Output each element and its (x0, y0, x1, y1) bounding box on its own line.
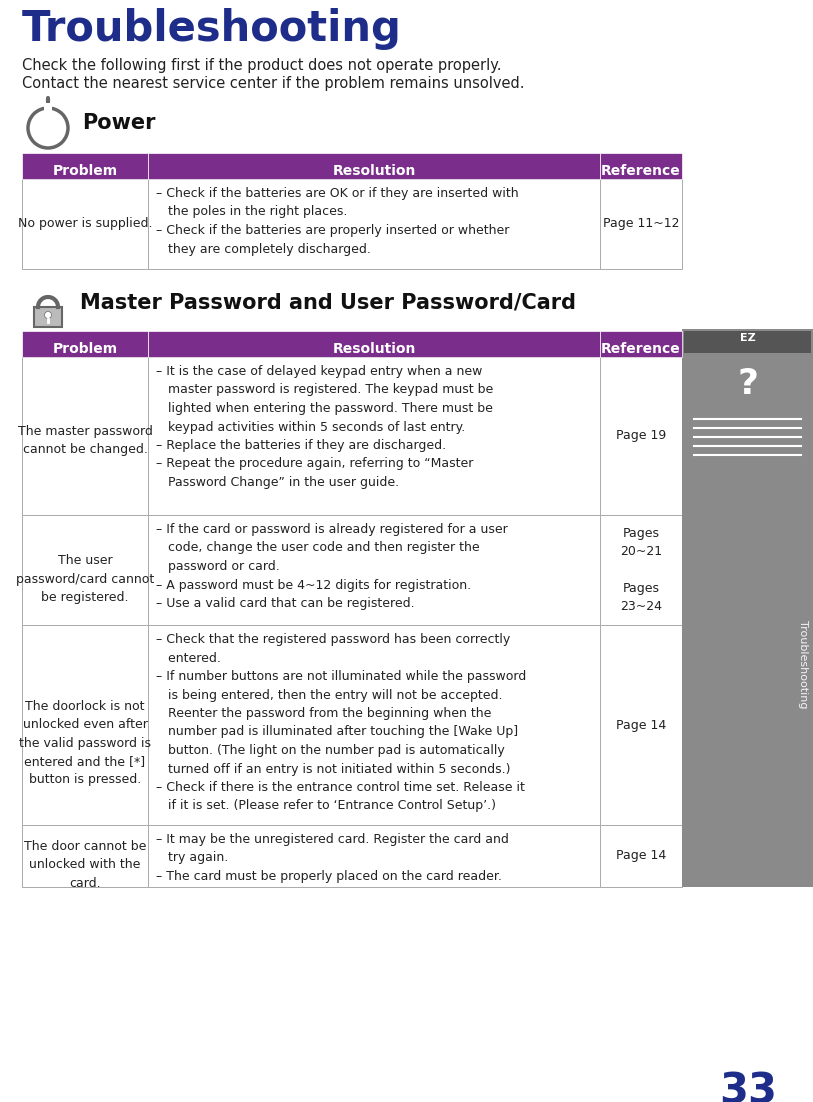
Bar (600, 357, 682, 515)
Bar (148, 825, 600, 887)
Text: The door cannot be
unlocked with the
card.: The door cannot be unlocked with the car… (24, 840, 146, 890)
Text: Page 14: Page 14 (616, 719, 666, 732)
Bar (684, 331, 811, 353)
Bar (600, 515, 682, 625)
Bar (44, 102, 52, 114)
Text: Reference: Reference (601, 164, 680, 179)
Text: The doorlock is not
unlocked even after
the valid password is
entered and the [*: The doorlock is not unlocked even after … (19, 700, 151, 787)
Text: Problem: Problem (52, 164, 118, 179)
Bar (22, 331, 148, 357)
Text: – It may be the unregistered card. Register the card and
   try again.
– The car: – It may be the unregistered card. Regis… (156, 833, 509, 883)
Bar (148, 179, 600, 269)
Text: ?: ? (737, 367, 758, 401)
Text: Pages
20~21

Pages
23~24: Pages 20~21 Pages 23~24 (620, 527, 662, 614)
Bar (148, 153, 600, 179)
Bar (682, 329, 813, 887)
Bar (34, 307, 62, 327)
Bar (22, 179, 148, 269)
Text: Contact the nearest service center if the problem remains unsolved.: Contact the nearest service center if th… (22, 76, 524, 91)
Text: Resolution: Resolution (333, 342, 415, 356)
Bar (600, 825, 682, 887)
Text: – It is the case of delayed keypad entry when a new
   master password is regist: – It is the case of delayed keypad entry… (156, 365, 493, 489)
Text: – If the card or password is already registered for a user
   code, change the u: – If the card or password is already reg… (156, 523, 508, 611)
Text: – Check that the registered password has been correctly
   entered.
– If number : – Check that the registered password has… (156, 633, 526, 812)
Text: Master Password and User Password/Card: Master Password and User Password/Card (80, 293, 576, 313)
Bar (22, 153, 148, 179)
Text: Reference: Reference (601, 342, 680, 356)
Text: Problem: Problem (52, 342, 118, 356)
Bar (22, 515, 148, 625)
Bar (148, 515, 600, 625)
Bar (600, 179, 682, 269)
Text: EZ: EZ (740, 333, 755, 343)
Text: Page 11~12: Page 11~12 (602, 217, 679, 230)
Bar (22, 357, 148, 515)
Text: Troubleshooting: Troubleshooting (22, 8, 402, 50)
Text: Check the following first if the product does not operate properly.: Check the following first if the product… (22, 58, 502, 73)
Text: Power: Power (82, 114, 155, 133)
Bar (22, 825, 148, 887)
Bar (600, 625, 682, 825)
Bar (148, 331, 600, 357)
Bar (600, 331, 682, 357)
Text: – Check if the batteries are OK or if they are inserted with
   the poles in the: – Check if the batteries are OK or if th… (156, 187, 519, 256)
Bar (600, 153, 682, 179)
Bar (148, 625, 600, 825)
Bar (22, 625, 148, 825)
Bar (148, 357, 600, 515)
Text: 33: 33 (719, 1070, 777, 1102)
Text: The master password
cannot be changed.: The master password cannot be changed. (18, 424, 152, 456)
Text: No power is supplied.: No power is supplied. (18, 217, 152, 230)
Text: Page 19: Page 19 (616, 430, 666, 443)
Text: Page 14: Page 14 (616, 850, 666, 863)
Text: Troubleshooting: Troubleshooting (798, 619, 808, 709)
Circle shape (45, 312, 51, 318)
Text: The user
password/card cannot
be registered.: The user password/card cannot be registe… (16, 554, 154, 604)
Text: Resolution: Resolution (333, 164, 415, 179)
